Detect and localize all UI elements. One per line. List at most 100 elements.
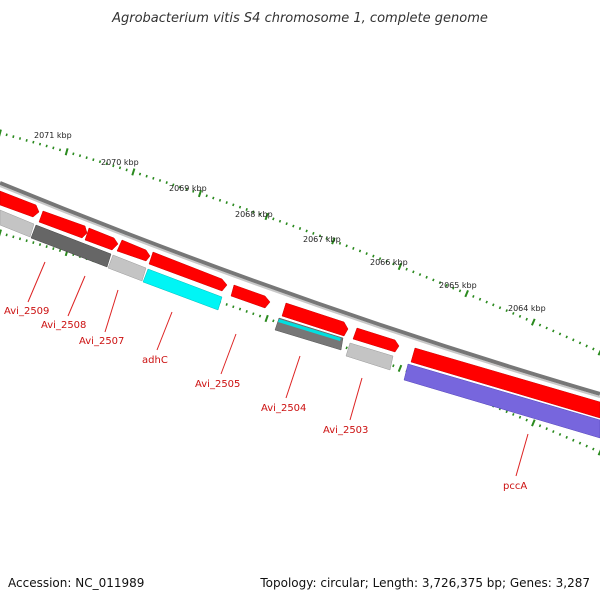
minor-tick — [345, 244, 348, 248]
minor-tick — [18, 137, 22, 140]
major-tick — [530, 318, 536, 326]
kbp-label-2071: 2071 kbp — [34, 131, 72, 140]
minor-tick — [392, 262, 395, 266]
gene-label-Avi_2509[interactable]: Avi_2509 — [4, 306, 49, 317]
minor-tick — [205, 194, 208, 198]
minor-tick — [585, 444, 588, 448]
gene-label-pccA[interactable]: pccA — [503, 481, 527, 492]
minor-tick — [538, 323, 542, 327]
minor-tick — [505, 309, 508, 313]
minor-tick — [252, 210, 255, 214]
minor-tick — [45, 144, 48, 148]
minor-tick — [418, 273, 422, 277]
minor-tick — [252, 312, 255, 316]
gene-arrow-1[interactable] — [0, 190, 40, 218]
gene-label-Avi_2505[interactable]: Avi_2505 — [195, 379, 240, 390]
minor-tick — [505, 410, 508, 414]
gene-label-Avi_2507[interactable]: Avi_2507 — [79, 336, 124, 347]
minor-tick — [105, 162, 108, 166]
minor-tick — [38, 243, 42, 247]
minor-tick — [592, 447, 595, 451]
minor-tick — [12, 235, 15, 239]
gene-arrow-4[interactable] — [116, 239, 151, 262]
minor-tick — [452, 286, 455, 290]
minor-tick — [92, 158, 95, 162]
major-tick — [397, 262, 403, 271]
major-tick — [64, 148, 69, 156]
minor-tick — [345, 346, 348, 350]
minor-tick — [512, 412, 515, 416]
minor-tick — [478, 297, 482, 301]
major-tick — [264, 212, 269, 221]
minor-tick — [165, 181, 168, 185]
minor-tick — [245, 309, 248, 313]
minor-tick — [578, 341, 582, 345]
minor-tick — [518, 314, 522, 318]
minor-tick — [585, 344, 588, 348]
accession-text: Accession: NC_011989 — [8, 576, 144, 590]
gene-arrow-9[interactable] — [410, 347, 600, 419]
minor-tick — [98, 160, 102, 164]
gene-adhC-bar[interactable] — [142, 268, 223, 311]
gene-Avi_2509-bar[interactable] — [0, 209, 35, 238]
gene-arrow-8[interactable] — [352, 327, 400, 353]
minor-tick — [272, 319, 275, 323]
gene-arrow-2[interactable] — [38, 210, 88, 239]
major-tick — [597, 349, 600, 356]
minor-tick — [58, 148, 62, 152]
major-tick — [0, 229, 2, 237]
minor-tick — [258, 314, 262, 318]
minor-tick — [245, 208, 248, 211]
minor-tick — [472, 295, 475, 298]
minor-tick — [145, 174, 148, 178]
gene-Avi_2503-bar[interactable] — [345, 342, 394, 371]
minor-tick — [72, 152, 75, 156]
minor-tick — [558, 332, 562, 336]
minor-tick — [278, 219, 282, 223]
minor-tick — [552, 329, 555, 333]
gene-Avi_2504-bar-highlight — [278, 319, 341, 341]
gene-arrow-3[interactable] — [84, 227, 119, 251]
major-tick — [331, 237, 336, 245]
kbp-label-2066: 2066 kbp — [370, 258, 408, 267]
kbp-label-2064: 2064 kbp — [508, 304, 546, 313]
minor-tick — [512, 311, 515, 315]
gene-arrow-5[interactable] — [148, 251, 228, 292]
minor-tick — [425, 275, 428, 279]
minor-tick — [565, 335, 568, 339]
gene-pccA-bar[interactable] — [403, 363, 600, 439]
gene-Avi_2507-bar[interactable] — [107, 254, 147, 282]
minor-tick — [125, 168, 128, 172]
minor-tick — [552, 430, 555, 434]
minor-tick — [458, 289, 462, 293]
gene-arrow-6[interactable] — [230, 284, 271, 309]
gene-label-Avi_2508[interactable]: Avi_2508 — [41, 320, 86, 331]
outer-tick-ring — [0, 129, 600, 356]
kbp-label-2068: 2068 kbp — [235, 210, 273, 219]
gene-label-Avi_2503[interactable]: Avi_2503 — [323, 425, 368, 436]
minor-tick — [158, 179, 162, 182]
minor-tick — [18, 237, 22, 241]
gene-Avi_2508-bar[interactable] — [30, 224, 112, 268]
map-title: Agrobacterium vitis S4 chromosome 1, com… — [111, 11, 488, 26]
minor-tick — [225, 303, 228, 306]
minor-tick — [305, 229, 308, 233]
minor-tick — [545, 427, 548, 431]
genome-summary-text: Topology: circular; Length: 3,726,375 bp… — [259, 576, 590, 590]
major-tick — [397, 364, 403, 372]
minor-tick — [438, 281, 442, 285]
minor-tick — [385, 259, 388, 263]
minor-tick — [45, 245, 48, 249]
gene-label-adhC[interactable]: adhC — [142, 355, 168, 366]
major-tick — [464, 290, 469, 298]
minor-tick — [358, 249, 362, 253]
gene-arrow-7[interactable] — [281, 302, 349, 337]
minor-tick — [12, 135, 15, 139]
minor-tick — [565, 435, 568, 439]
minor-tick — [5, 133, 8, 137]
gene-label-Avi_2504[interactable]: Avi_2504 — [261, 403, 306, 414]
minor-tick — [32, 241, 35, 245]
minor-tick — [38, 142, 42, 146]
minor-tick — [538, 424, 542, 428]
kbp-label-2069: 2069 kbp — [169, 184, 207, 193]
